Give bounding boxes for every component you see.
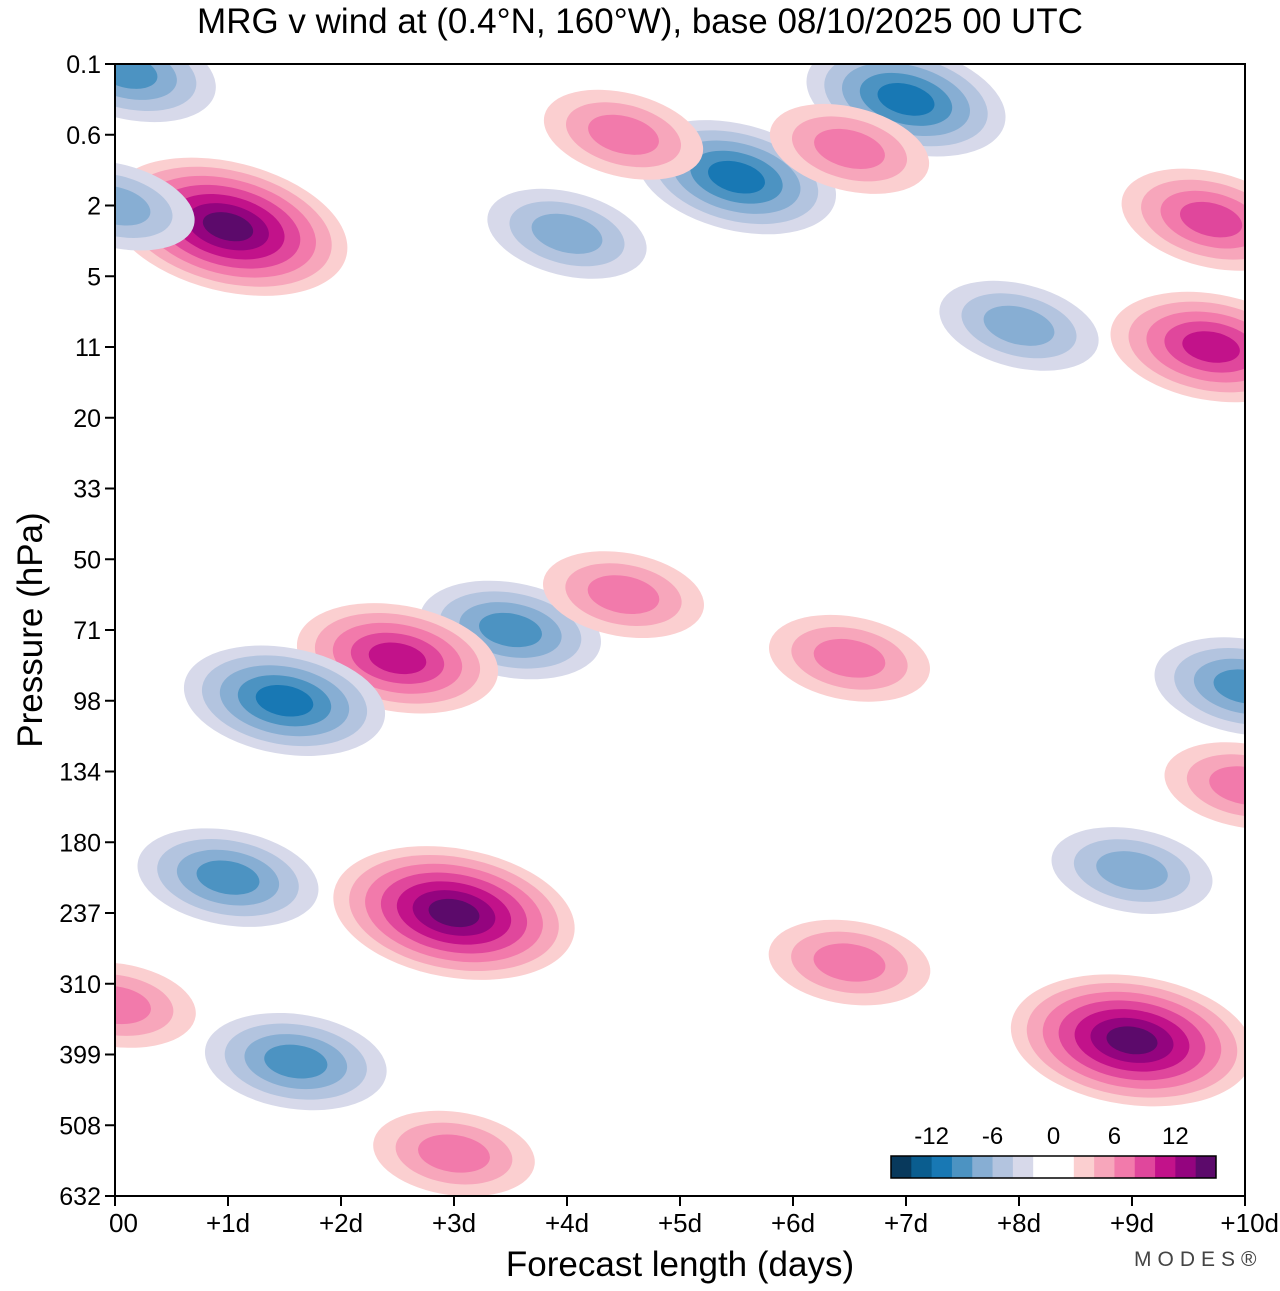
colorbar-swatch (1053, 1156, 1075, 1178)
colorbar-swatch (951, 1156, 973, 1178)
positive-wind-anomaly-8-level-3 (1179, 201, 1243, 238)
colorbar-swatch (972, 1156, 993, 1178)
x-axis-label: Forecast length (days) (506, 1245, 854, 1284)
positive-wind-anomaly-0-level-6 (202, 212, 254, 242)
colorbar-swatch (1114, 1156, 1136, 1178)
x-tick-label: +2d (319, 1208, 363, 1238)
y-tick-label: 98 (73, 688, 101, 716)
chart-title: MRG v wind at (0.4°N, 160°W), base 08/10… (197, 2, 1083, 41)
x-tick-label: +6d (771, 1208, 815, 1238)
colorbar-swatch (931, 1156, 953, 1178)
colorbar-swatch (1012, 1156, 1034, 1178)
negative-wind-anomaly-20-level-2 (1096, 851, 1168, 890)
colorbar-swatch (1134, 1156, 1156, 1178)
negative-wind-anomaly-23-level-3 (264, 1044, 328, 1079)
positive-wind-anomaly-7-level-2 (814, 128, 885, 169)
y-axis-label: Pressure (hPa) (11, 512, 50, 747)
y-tick-label: 237 (59, 900, 101, 928)
colorbar-swatch (1073, 1156, 1095, 1178)
y-tick-label: 508 (59, 1112, 101, 1140)
y-tick-label: 20 (73, 405, 101, 433)
colorbar-swatch (1155, 1156, 1176, 1178)
negative-wind-anomaly-1-level-3 (115, 64, 158, 89)
x-axis: 00 +1d +2d +3d +4d +5d +6d +7d +8d +9d +10d (109, 1196, 1279, 1238)
x-tick-label: +10d (1220, 1208, 1279, 1238)
y-tick-label: 71 (73, 617, 101, 645)
colorbar-swatch (911, 1156, 933, 1178)
y-tick-label: 632 (59, 1183, 101, 1211)
negative-wind-anomaly-4-level-4 (877, 83, 935, 116)
colorbar-label: -12 (914, 1123, 949, 1150)
contour-field (115, 64, 1245, 1196)
colorbar-swatch (891, 1156, 912, 1178)
colorbar: -12 -6 0 6 12 (890, 1123, 1217, 1179)
negative-wind-anomaly-10-level-2 (983, 305, 1055, 346)
y-tick-label: 0.6 (66, 122, 101, 150)
colorbar-swatch (1033, 1156, 1054, 1178)
colorbar-label: 6 (1108, 1123, 1121, 1150)
y-tick-label: 2 (87, 193, 101, 221)
colorbar-label: 12 (1162, 1123, 1189, 1150)
negative-wind-anomaly-18-level-3 (196, 860, 260, 895)
y-tick-label: 180 (59, 829, 101, 857)
y-tick-label: 134 (59, 759, 101, 787)
positive-wind-anomaly-19-level-6 (1106, 1026, 1158, 1055)
colorbar-swatch (1195, 1156, 1217, 1178)
negative-wind-anomaly-5-level-2 (531, 213, 603, 254)
x-tick-label: 00 (109, 1208, 138, 1238)
positive-wind-anomaly-6-level-2 (588, 114, 659, 155)
positive-wind-anomaly-13-level-2 (587, 575, 660, 614)
positive-wind-anomaly-12-level-4 (368, 642, 427, 675)
x-tick-label: +3d (432, 1208, 476, 1238)
x-tick-label: +5d (658, 1208, 702, 1238)
y-tick-label: 310 (59, 971, 101, 999)
y-tick-label: 50 (73, 546, 101, 574)
colorbar-swatch (1175, 1156, 1197, 1178)
colorbar-swatch (992, 1156, 1014, 1178)
y-tick-label: 399 (59, 1042, 101, 1070)
x-tick-label: +8d (997, 1208, 1041, 1238)
x-tick-label: +9d (1110, 1208, 1154, 1238)
x-tick-label: +1d (206, 1208, 250, 1238)
negative-wind-anomaly-11-level-3 (479, 612, 542, 648)
y-tick-label: 0.1 (66, 51, 101, 79)
positive-wind-anomaly-9-level-4 (1182, 331, 1240, 363)
x-tick-label: +4d (545, 1208, 589, 1238)
colorbar-label: -6 (982, 1123, 1003, 1150)
y-tick-label: 33 (73, 476, 101, 504)
colorbar-swatch (1094, 1156, 1115, 1178)
negative-wind-anomaly-16-level-2 (1193, 658, 1245, 715)
colorbar-label: 0 (1047, 1123, 1060, 1150)
y-tick-label: 5 (87, 263, 101, 291)
positive-wind-anomaly-25-level-2 (418, 1134, 490, 1173)
positive-wind-anomaly-22-level-2 (813, 943, 886, 982)
x-tick-label: +7d (884, 1208, 928, 1238)
y-axis: 0.1 0.6 2 5 11 20 33 50 71 98 134 180 237 310 399 508 63… (59, 51, 115, 1211)
negative-wind-anomaly-15-level-4 (255, 684, 314, 717)
negative-wind-anomaly-3-level-4 (708, 160, 765, 194)
positive-wind-anomaly-17-level-6 (428, 898, 480, 928)
y-tick-label: 11 (75, 334, 101, 362)
colorbar-frame (890, 1155, 1217, 1179)
modes-watermark: MODES® (1134, 1248, 1263, 1271)
positive-wind-anomaly-14-level-2 (813, 638, 886, 678)
